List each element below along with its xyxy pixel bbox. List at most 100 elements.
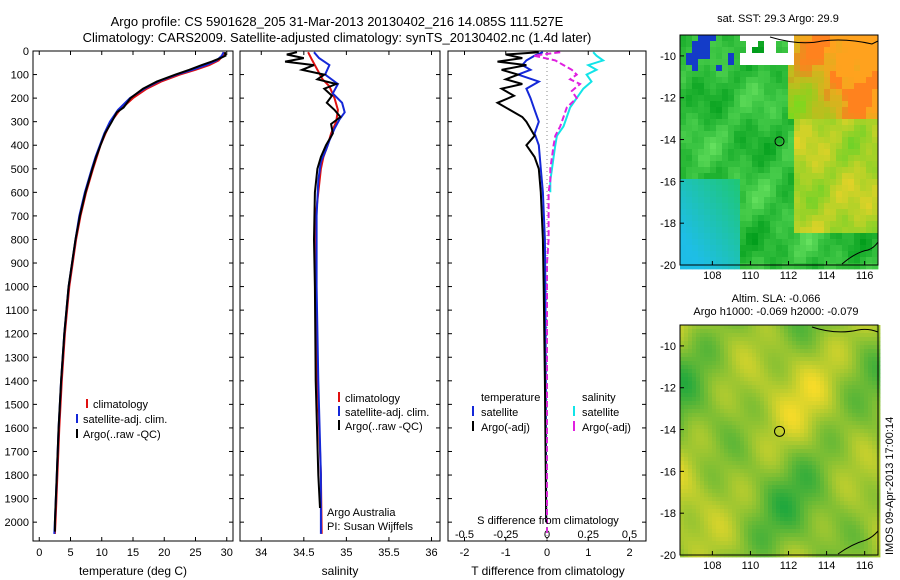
map-cell — [836, 329, 841, 334]
map-cell — [872, 191, 879, 198]
series-line-argo-raw-qc- — [53, 52, 227, 532]
map-cell — [860, 385, 865, 390]
map-cell — [824, 465, 829, 470]
map-cell — [868, 381, 873, 386]
map-cell — [830, 95, 837, 102]
map-cell — [752, 365, 757, 370]
map-cell — [792, 413, 797, 418]
map-cell — [788, 239, 795, 246]
map-cell — [820, 341, 825, 346]
map-cell — [828, 381, 833, 386]
map-cell — [710, 95, 717, 102]
map-cell — [856, 517, 861, 522]
map-cell — [788, 47, 795, 54]
map-cell — [684, 537, 689, 542]
map-cell — [872, 227, 879, 234]
map-cell — [716, 457, 721, 462]
map-cell — [788, 251, 795, 258]
map-cell — [864, 401, 869, 406]
map-cell — [724, 453, 729, 458]
map-cell — [716, 161, 723, 168]
map-cell — [728, 185, 735, 192]
map-cell — [832, 469, 837, 474]
map-cell — [764, 461, 769, 466]
map-cell — [712, 329, 717, 334]
sla-map-ticks: 108 110 112 114 116-10-12-14-16-18-20 — [660, 341, 873, 572]
map-cell — [848, 481, 853, 486]
map-cell — [830, 83, 837, 90]
map-cell — [736, 533, 741, 538]
map-cell — [776, 497, 781, 502]
map-cell — [860, 203, 867, 210]
map-cell — [872, 453, 877, 458]
map-cell — [748, 421, 753, 426]
map-cell — [864, 377, 869, 382]
map-cell — [808, 365, 813, 370]
map-cell — [716, 437, 721, 442]
map-cell — [752, 257, 759, 264]
diff-legend-label-s-argo: Argo(-adj) — [582, 422, 631, 434]
map-cell — [788, 71, 795, 78]
map-cell — [724, 541, 729, 546]
map-cell — [686, 89, 693, 96]
map-cell — [808, 509, 813, 514]
map-cell — [830, 233, 837, 240]
map-cell — [698, 89, 705, 96]
map-cell — [794, 149, 801, 156]
map-cell — [716, 113, 723, 120]
map-cell — [832, 369, 837, 374]
map-cell — [748, 437, 753, 442]
map-cell — [700, 453, 705, 458]
map-cell — [832, 349, 837, 354]
map-cell — [736, 505, 741, 510]
map-cell — [784, 413, 789, 418]
map-cell — [740, 413, 745, 418]
map-cell — [808, 473, 813, 478]
map-cell — [748, 521, 753, 526]
map-cell — [788, 381, 793, 386]
map-cell — [852, 533, 857, 538]
map-cell — [770, 155, 777, 162]
map-cell — [704, 101, 711, 108]
map-cell — [860, 333, 865, 338]
map-cell — [818, 35, 825, 42]
map-cell — [854, 119, 861, 126]
map-cell — [740, 405, 745, 410]
map-cell — [768, 401, 773, 406]
map-cell — [868, 513, 873, 518]
map-cell — [796, 325, 801, 330]
map-cell — [760, 409, 765, 414]
map-cell — [816, 357, 821, 362]
map-cell — [720, 481, 725, 486]
map-cell — [728, 125, 735, 132]
map-cell — [788, 353, 793, 358]
map-cell — [792, 445, 797, 450]
map-cell — [776, 251, 783, 258]
map-cell — [808, 445, 813, 450]
map-cell — [700, 521, 705, 526]
lon-tick-label: 110 — [742, 270, 760, 282]
map-cell — [872, 71, 879, 78]
map-cell — [768, 325, 773, 330]
lat-tick-label: -12 — [660, 93, 676, 105]
map-cell — [868, 405, 873, 410]
map-cell — [806, 221, 813, 228]
map-cell — [716, 53, 723, 60]
map-cell — [818, 113, 825, 120]
map-cell — [860, 77, 867, 84]
map-cell — [824, 131, 831, 138]
map-cell — [808, 517, 813, 522]
map-cell — [748, 517, 753, 522]
map-cell — [808, 477, 813, 482]
map-cell — [830, 173, 837, 180]
map-cell — [828, 417, 833, 422]
map-cell — [732, 537, 737, 542]
map-cell — [860, 251, 867, 258]
map-cell — [848, 143, 855, 150]
map-cell — [860, 481, 865, 486]
map-cell — [794, 83, 801, 90]
map-cell — [752, 191, 759, 198]
map-cell — [704, 473, 709, 478]
map-cell — [784, 477, 789, 482]
map-cell — [808, 497, 813, 502]
